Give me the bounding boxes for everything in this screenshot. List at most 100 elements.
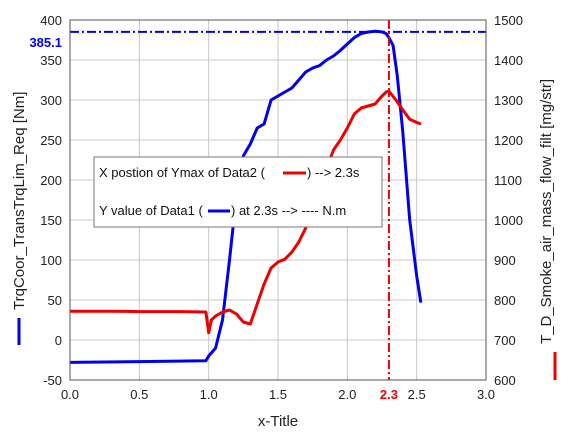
y-right-axis-ticks: 600 700 800 900 1000 1100 1200 1300 1400 1500 [494, 13, 523, 388]
plot-area-border [69, 19, 487, 381]
data-point-data1 [284, 91, 286, 93]
data-point-data2 [208, 332, 210, 334]
y-left-tick-label: 200 [40, 173, 62, 188]
data-point-data2 [263, 283, 265, 285]
data-point-data2 [353, 113, 355, 115]
data-point-data2 [277, 261, 279, 263]
data-point-data2 [221, 311, 224, 313]
data-point-data1 [205, 360, 207, 362]
data-point-data1 [249, 143, 251, 145]
reference-label-xmax: 2.3 [380, 387, 398, 402]
data-point-data1 [298, 79, 300, 81]
annotation-2-text-prefix: Y value of Data1 ( [99, 203, 203, 218]
x-tick-label: 1.5 [269, 387, 287, 402]
data-point-data2 [235, 313, 237, 315]
annotation-1-text-suffix: ) --> 2.3s [307, 165, 360, 180]
data-point-data2 [305, 227, 307, 229]
data-point-data2 [205, 311, 207, 313]
y-right-tick-label: 1400 [494, 53, 523, 68]
data-point-data1 [339, 49, 341, 52]
data-point-data2 [270, 267, 272, 269]
data-point-data1 [385, 33, 387, 35]
data-point-data2 [420, 123, 422, 125]
x-tick-label: 3.0 [477, 387, 495, 402]
y-right-axis-title-group: T_D_Smoke_air_mass_flow_filt [mg/str] [538, 79, 557, 380]
data-point-data2 [228, 309, 231, 311]
reference-lines: 385.1 2.3 [29, 20, 486, 402]
reference-label-ymax: 385.1 [29, 35, 62, 50]
data-point-data2 [332, 149, 335, 151]
data-point-data1 [420, 301, 422, 303]
data-point-data1 [256, 127, 258, 129]
data-point-data2 [298, 241, 300, 243]
x-tick-label: 2.5 [408, 387, 426, 402]
y-right-tick-label: 1300 [494, 93, 523, 108]
y-right-tick-label: 600 [494, 373, 516, 388]
annotation-box-background [93, 156, 383, 228]
data-point-data2 [210, 319, 213, 321]
y-right-tick-label: 900 [494, 253, 516, 268]
data-point-data1 [277, 95, 279, 97]
data-point-data2 [409, 118, 411, 120]
data-point-data2 [180, 311, 182, 313]
y-left-axis-title-group: TrqCoor_TransTrqLim_Req [Nm] [11, 92, 28, 345]
data-point-data2 [111, 310, 113, 312]
data-point-data1 [228, 259, 231, 261]
y-right-axis-title: T_D_Smoke_air_mass_flow_filt [mg/str] [538, 79, 555, 344]
y-left-tick-label: 0 [55, 333, 62, 348]
x-tick-label: 0.0 [61, 387, 79, 402]
data-point-data1 [305, 71, 307, 73]
x-tick-label: 1.0 [200, 387, 218, 402]
data-point-data2 [402, 109, 404, 111]
data-point-data1 [319, 65, 321, 67]
x-axis-title: x-Title [258, 413, 298, 430]
data-point-data1 [208, 355, 210, 357]
data-point-data2 [339, 139, 341, 141]
data-point-data2 [381, 95, 383, 97]
y-left-tick-label: 50 [48, 293, 62, 308]
data-point-data1 [402, 131, 404, 133]
data-point-data1 [374, 30, 376, 32]
data-point-data2 [416, 121, 418, 123]
y-left-tick-label: 250 [40, 133, 62, 148]
annotation-1-text-prefix: X postion of Ymax of Data2 ( [99, 165, 266, 180]
data-point-data1 [215, 347, 217, 349]
y-right-tick-label: 1500 [494, 13, 523, 28]
data-point-data2 [395, 99, 397, 101]
y-left-axis-ticks: -50 0 50 100 150 200 250 300 350 400 [40, 13, 62, 388]
data-point-data2 [360, 107, 362, 109]
data-point-data1 [242, 155, 244, 157]
annotation-box: X postion of Ymax of Data2 ( ) --> 2.3s … [93, 156, 383, 228]
data-point-data1 [312, 67, 314, 69]
y-left-tick-label: 150 [40, 213, 62, 228]
y-right-tick-label: 1100 [494, 173, 522, 188]
data-point-data2 [385, 91, 387, 93]
data-point-data1 [353, 37, 355, 39]
data-point-data2 [284, 258, 286, 260]
data-point-data2 [374, 103, 376, 105]
data-point-data1 [360, 33, 362, 35]
data-point-data1 [221, 319, 224, 321]
y-right-tick-label: 1200 [494, 133, 523, 148]
data-point-data1 [392, 45, 394, 47]
data-point-data2 [249, 323, 251, 325]
x-tick-label: 2.0 [338, 387, 356, 402]
data-point-data2 [242, 321, 244, 323]
annotation-2-text-suffix: ) at 2.3s --> ---- N.m [231, 203, 346, 218]
data-point-data2 [138, 311, 140, 313]
data-point-data2 [256, 303, 258, 305]
y-left-tick-label: 100 [40, 253, 62, 268]
y-left-tick-label: 400 [40, 13, 62, 28]
data-point-data2 [346, 127, 348, 129]
y-left-tick-label: -50 [43, 373, 62, 388]
data-point-data1 [346, 43, 348, 45]
y-left-tick-label: 350 [40, 53, 62, 68]
y-right-tick-label: 700 [494, 333, 516, 348]
data-point-data2 [291, 251, 293, 253]
data-point-data2 [367, 105, 369, 107]
data-point-data2 [215, 315, 217, 317]
data-point-data1 [409, 219, 411, 221]
data-point-data1 [416, 275, 418, 277]
data-point-data1 [270, 99, 272, 101]
